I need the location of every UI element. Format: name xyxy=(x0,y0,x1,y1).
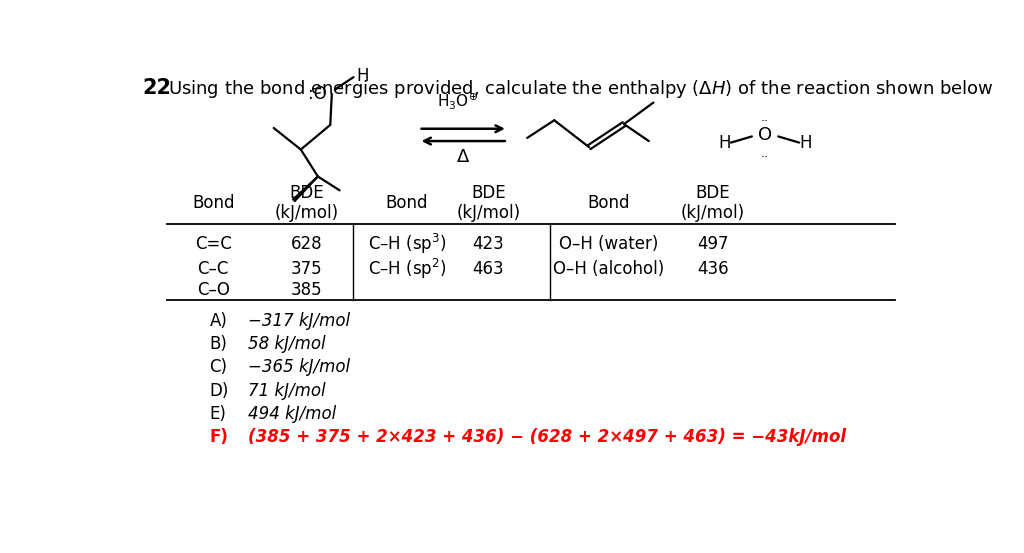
Text: O–H (water): O–H (water) xyxy=(559,235,658,253)
Text: 436: 436 xyxy=(697,260,729,278)
Text: 375: 375 xyxy=(291,260,323,278)
Text: 71 kJ/mol: 71 kJ/mol xyxy=(248,382,326,399)
Text: −365 kJ/mol: −365 kJ/mol xyxy=(248,358,350,377)
Text: E): E) xyxy=(209,405,226,422)
Text: (kJ/mol): (kJ/mol) xyxy=(681,205,745,222)
Text: (kJ/mol): (kJ/mol) xyxy=(274,205,338,222)
Text: B): B) xyxy=(209,335,227,353)
Text: C=C: C=C xyxy=(195,235,231,253)
Text: F): F) xyxy=(209,427,228,446)
Text: 423: 423 xyxy=(472,235,504,253)
Text: C–H (sp$^2$): C–H (sp$^2$) xyxy=(368,257,446,281)
Text: Bond: Bond xyxy=(386,195,428,212)
Text: 58 kJ/mol: 58 kJ/mol xyxy=(248,335,326,353)
Text: O–H (alcohol): O–H (alcohol) xyxy=(553,260,665,278)
Text: C): C) xyxy=(209,358,227,377)
Text: 385: 385 xyxy=(291,281,323,299)
Text: 497: 497 xyxy=(697,235,729,253)
Text: 463: 463 xyxy=(472,260,504,278)
Text: D): D) xyxy=(209,382,228,399)
Text: (kJ/mol): (kJ/mol) xyxy=(457,205,520,222)
Text: A): A) xyxy=(209,312,227,330)
Text: Bond: Bond xyxy=(193,195,234,212)
Text: ··: ·· xyxy=(761,151,769,164)
Text: ··: ·· xyxy=(761,115,769,128)
Text: BDE: BDE xyxy=(289,184,324,202)
Text: C–C: C–C xyxy=(198,260,229,278)
Text: H: H xyxy=(719,134,731,152)
Text: O: O xyxy=(758,126,772,144)
Text: :O: :O xyxy=(307,85,327,103)
Text: 628: 628 xyxy=(291,235,323,253)
Text: Bond: Bond xyxy=(587,195,630,212)
Text: $\Delta$: $\Delta$ xyxy=(456,148,470,166)
Text: −317 kJ/mol: −317 kJ/mol xyxy=(248,312,350,330)
Text: BDE: BDE xyxy=(471,184,506,202)
Text: Using the bond energies provided, calculate the enthalpy ($\Delta H$) of the rea: Using the bond energies provided, calcul… xyxy=(168,78,994,100)
Text: 22: 22 xyxy=(142,78,171,98)
Text: BDE: BDE xyxy=(696,184,730,202)
Text: 494 kJ/mol: 494 kJ/mol xyxy=(248,405,336,422)
Text: C–H (sp$^3$): C–H (sp$^3$) xyxy=(368,232,446,256)
Text: H$_3$O$^{\oplus}$: H$_3$O$^{\oplus}$ xyxy=(437,91,478,111)
Text: H: H xyxy=(356,66,369,85)
Text: (385 + 375 + 2×423 + 436) − (628 + 2×497 + 463) = −43kJ/mol: (385 + 375 + 2×423 + 436) − (628 + 2×497… xyxy=(248,427,846,446)
Text: H: H xyxy=(799,134,812,152)
Text: C–O: C–O xyxy=(197,281,229,299)
